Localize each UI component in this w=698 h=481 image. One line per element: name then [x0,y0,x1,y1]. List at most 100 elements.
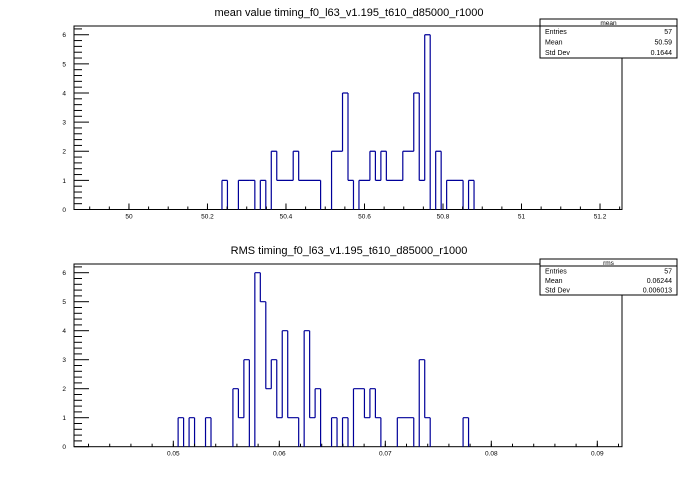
stats-box: rms Entries 57 Mean 0.06244 Std Dev 0.006013 [539,258,678,296]
histogram-bin [348,180,353,209]
histogram-outline [221,34,475,210]
histogram-bin [299,180,304,209]
histogram-bin [304,331,309,447]
y-tick-label: 0 [62,444,66,451]
chart-title: mean value timing_f0_l63_v1.195_t610_d85… [214,7,483,19]
histogram-bin [419,360,424,447]
histogram-bin [447,180,452,209]
stats-label: Std Dev [545,50,570,57]
histogram-bin [392,180,397,209]
stats-box: mean Entries 57 Mean 50.59 Std Dev 0.1644 [539,18,678,59]
stats-label: Mean [545,40,563,47]
y-tick-label: 2 [62,149,66,156]
histogram-bin [189,418,194,447]
histogram-bin [452,180,457,209]
y-tick-label: 4 [62,90,66,97]
histogram-bin [260,302,265,447]
histogram-bin [244,360,249,447]
histogram-bin [282,180,287,209]
histogram-bin [419,180,424,209]
histogram-bin [353,389,358,447]
histogram-bin [425,418,430,447]
histogram-bin [315,389,320,447]
stats-value: 0.06244 [647,278,672,285]
histogram-bin [436,151,441,209]
histogram-bin [249,180,254,209]
histogram-bin [332,151,337,209]
x-tick-label: 50.6 [358,214,371,221]
histogram-bin [359,180,364,209]
pad-mean-histogram: mean value timing_f0_l63_v1.195_t610_d85… [62,7,678,221]
histogram-bin [414,93,419,210]
plot-frame [73,25,623,210]
x-tick-label: 50.2 [201,214,214,221]
x-tick-label: 0.09 [591,451,604,458]
histogram-bin [343,93,348,210]
histogram-bin [425,35,430,210]
y-tick-label: 4 [62,328,66,335]
y-tick-label: 1 [62,415,66,422]
stats-label: Std Dev [545,288,570,295]
histogram-bin [359,389,364,447]
stats-label: Entries [545,268,567,275]
stats-value: 50.59 [654,40,672,47]
stats-value: 0.1644 [651,50,673,57]
histogram-bin [238,418,243,447]
histogram-bin [293,151,298,209]
histogram-bin [293,418,298,447]
histogram-bin [288,180,293,209]
histogram-bin [403,151,408,209]
histogram-bin [238,180,243,209]
histogram-bin [458,180,463,209]
stats-title: rms [603,260,615,267]
stats-value: 57 [664,29,672,36]
stats-value: 0.006013 [643,288,672,295]
histogram-bin [463,418,468,447]
histogram-bin [364,180,369,209]
histogram-bin [282,331,287,447]
histogram-bin [310,418,315,447]
histogram-bin [343,418,348,447]
y-tick-label: 2 [62,386,66,393]
histogram-bin [397,418,402,447]
histogram-bin [332,418,337,447]
stats-label: Mean [545,278,563,285]
histogram-bin [375,418,380,447]
stats-label: Entries [545,29,567,36]
x-tick-label: 0.05 [167,451,180,458]
x-tick-label: 0.07 [379,451,392,458]
histogram-bin [206,418,211,447]
histogram-bin [315,180,320,209]
histogram-bin [375,180,380,209]
histogram-bin [469,180,474,209]
chart-title: RMS timing_f0_l63_v1.195_t610_d85000_r10… [231,245,468,257]
x-tick-label: 50.4 [280,214,293,221]
stats-box-frame [539,258,678,296]
y-tick-label: 0 [62,207,66,214]
x-tick-label: 51 [518,214,526,221]
stats-value: 57 [664,268,672,275]
histogram-bin [178,418,183,447]
histogram-bin [255,273,260,447]
histogram-bin [266,389,271,447]
histogram-bin [310,180,315,209]
y-tick-label: 5 [62,61,66,68]
histogram-bin [260,180,265,209]
y-tick-label: 6 [62,270,66,277]
histogram-bin [370,389,375,447]
x-tick-label: 0.08 [485,451,498,458]
histogram-bin [222,180,227,209]
y-tick-label: 6 [62,32,66,39]
histogram-bin [277,180,282,209]
histogram-bin [271,151,276,209]
histogram-bin [408,151,413,209]
histogram-bin [304,180,309,209]
histogram-bin [271,360,276,447]
x-tick-label: 51.2 [594,214,607,221]
histogram-bin [288,418,293,447]
histogram-bin [381,151,386,209]
y-tick-label: 3 [62,357,66,364]
y-tick-label: 5 [62,299,66,306]
histogram-bin [337,151,342,209]
x-tick-label: 50.8 [437,214,450,221]
